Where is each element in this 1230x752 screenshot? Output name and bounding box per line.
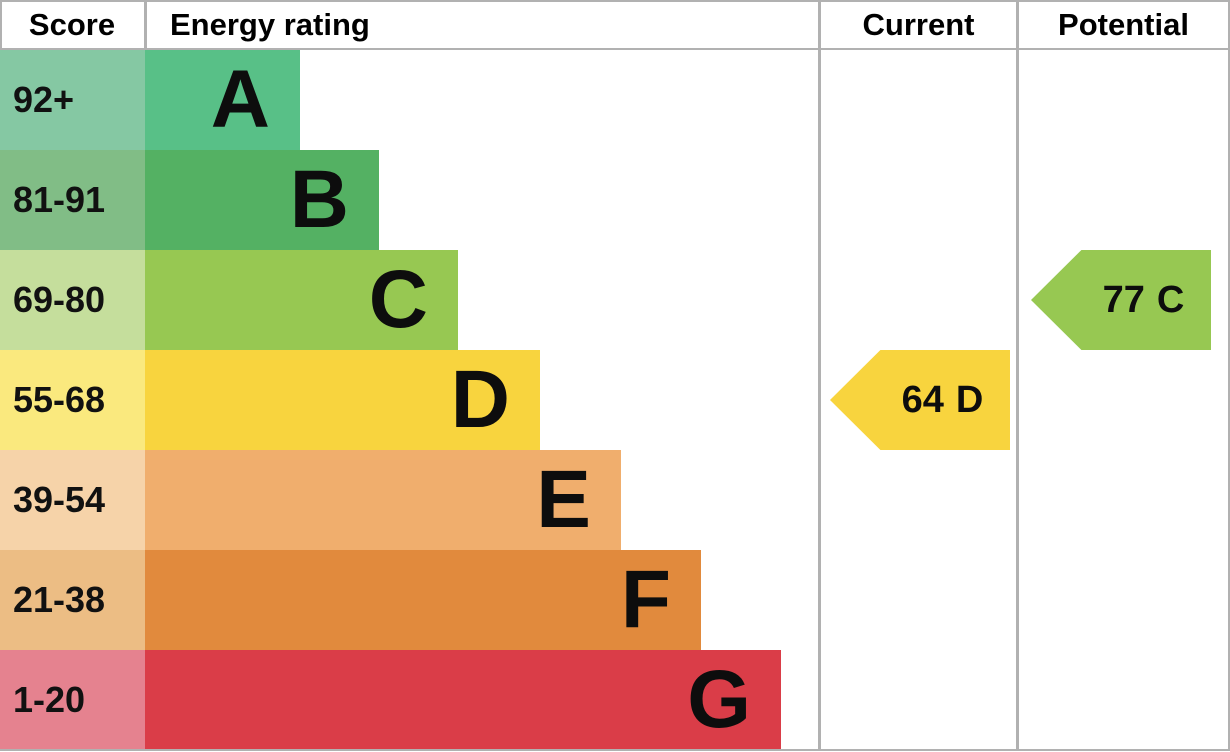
band-row-g: 1-20 G bbox=[0, 650, 781, 749]
score-range-label: 1-20 bbox=[13, 678, 86, 720]
score-range-label: 55-68 bbox=[13, 379, 106, 420]
rating-letter: E bbox=[536, 454, 591, 545]
potential-score-value: 77 bbox=[1102, 278, 1145, 321]
rating-bar: F bbox=[145, 550, 701, 650]
band-row-a: 92+ A bbox=[0, 50, 300, 150]
rating-letter: D bbox=[450, 354, 510, 445]
score-range-label: 21-38 bbox=[13, 579, 106, 620]
header-energy-rating: Energy rating bbox=[170, 7, 370, 42]
potential-rating-letter: C bbox=[1156, 278, 1185, 321]
score-range-cell: 21-38 bbox=[0, 550, 145, 650]
rating-letter: C bbox=[368, 254, 428, 345]
score-range-cell: 81-91 bbox=[0, 150, 145, 250]
band-row-b: 81-91 B bbox=[0, 150, 379, 250]
score-range-label: 69-80 bbox=[13, 279, 106, 320]
rating-bar: G bbox=[145, 650, 781, 749]
current-rating-arrow: 64 D bbox=[830, 350, 1010, 450]
current-column-divider bbox=[818, 0, 821, 751]
header-potential: Potential bbox=[1058, 7, 1189, 42]
band-row-e: 39-54 E bbox=[0, 450, 621, 550]
score-range-cell: 55-68 bbox=[0, 350, 145, 450]
rating-letter: F bbox=[620, 554, 671, 645]
rating-bar: E bbox=[145, 450, 621, 550]
score-column-divider bbox=[144, 0, 147, 50]
current-score-value: 64 bbox=[901, 378, 944, 421]
score-range-label: 81-91 bbox=[13, 179, 106, 220]
potential-column-divider bbox=[1016, 0, 1019, 751]
current-rating-letter: D bbox=[955, 378, 984, 421]
band-row-c: 69-80 C bbox=[0, 250, 458, 350]
header-bottom-line bbox=[0, 48, 1230, 50]
border-bottom-line bbox=[0, 749, 1230, 751]
header-current: Current bbox=[862, 7, 975, 42]
rating-letter: B bbox=[289, 154, 349, 245]
potential-rating-arrow: 77 C bbox=[1031, 250, 1211, 350]
band-row-f: 21-38 F bbox=[0, 550, 701, 650]
score-range-cell: 39-54 bbox=[0, 450, 145, 550]
header-left-line bbox=[0, 0, 2, 50]
band-row-d: 55-68 D bbox=[0, 350, 540, 450]
border-top-line bbox=[0, 0, 1230, 2]
rating-bar: D bbox=[145, 350, 540, 450]
score-range-label: 92+ bbox=[13, 79, 75, 120]
rating-bar: C bbox=[145, 250, 458, 350]
rating-bar: A bbox=[145, 50, 300, 150]
rating-letter: A bbox=[210, 54, 270, 145]
score-range-label: 39-54 bbox=[13, 479, 106, 520]
score-range-cell: 69-80 bbox=[0, 250, 145, 350]
header-score: Score bbox=[28, 7, 116, 42]
score-range-cell: 1-20 bbox=[0, 650, 145, 749]
rating-bar: B bbox=[145, 150, 379, 250]
rating-letter: G bbox=[687, 653, 751, 745]
score-range-cell: 92+ bbox=[0, 50, 145, 150]
border-right-line bbox=[1228, 0, 1230, 751]
